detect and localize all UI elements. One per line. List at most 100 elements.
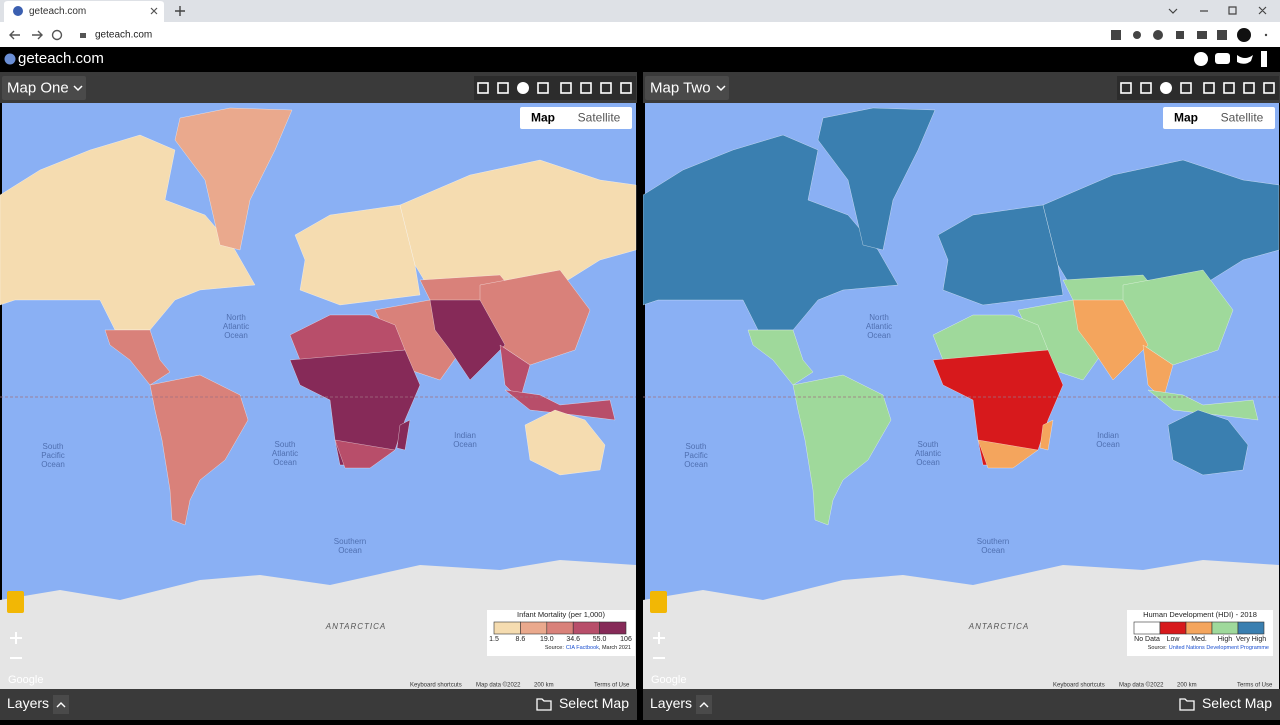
legend-label: 34.6 [566, 636, 580, 643]
layers-button[interactable]: Layers [650, 695, 692, 711]
legend-swatch [1159, 621, 1187, 635]
pegman[interactable] [7, 591, 24, 613]
zoom-controls[interactable] [10, 606, 22, 659]
tool-icon[interactable] [1263, 82, 1275, 94]
attribution: 200 km [1177, 683, 1197, 689]
ocean-label: Atlantic [272, 449, 298, 458]
ocean-label: Atlantic [223, 322, 249, 331]
tool-icon[interactable] [1120, 82, 1132, 94]
legend-swatch [493, 621, 521, 635]
continent-label: ANTARCTICA [968, 622, 1030, 631]
tool-icon[interactable] [1140, 82, 1152, 94]
ocean-label: Atlantic [915, 449, 941, 458]
legend-source: Source: United Nations Development Progra… [1148, 645, 1269, 651]
tool-icon[interactable] [620, 82, 632, 94]
attribution: Map data ©2022 [1119, 682, 1164, 689]
ocean-label: Ocean [224, 331, 248, 340]
social-icons[interactable] [1194, 51, 1267, 67]
tool-icon[interactable] [1203, 82, 1215, 94]
address-bar [0, 22, 1280, 47]
tool-icon[interactable] [580, 82, 592, 94]
ocean-label: Ocean [867, 331, 891, 340]
map: NorthAtlanticOceanSouthPacificOceanSouth… [0, 103, 637, 689]
lock-icon [80, 33, 86, 38]
extension-icons[interactable] [1111, 28, 1268, 42]
tool-icon[interactable] [517, 82, 529, 94]
map-select-button[interactable] [2, 76, 86, 100]
zoom-controls[interactable] [653, 606, 665, 659]
tool-icon[interactable] [1160, 82, 1172, 94]
legend-label: Low [1167, 636, 1181, 643]
attribution[interactable]: Keyboard shortcuts [1053, 683, 1105, 689]
ocean-label: Southern [977, 537, 1009, 546]
nav-buttons[interactable] [9, 30, 43, 40]
select-map-button[interactable]: Select Map [559, 695, 629, 711]
legend-swatch [599, 621, 627, 635]
reload[interactable] [51, 29, 63, 41]
source-link[interactable]: CIA Factbook [566, 645, 599, 651]
window-controls[interactable] [1168, 6, 1267, 15]
tool-icon[interactable] [537, 82, 549, 94]
country-region [0, 134, 256, 331]
ocean-label: Pacific [41, 451, 65, 460]
attribution[interactable]: Terms of Use [594, 683, 630, 689]
layers-button[interactable]: Layers [7, 695, 49, 711]
tool-icon[interactable] [497, 82, 509, 94]
country-region [396, 419, 411, 451]
attribution: Map data ©2022 [476, 682, 521, 689]
site-title[interactable]: geteach.com [18, 50, 104, 67]
legend-label: 1.5 [489, 636, 499, 643]
panel-footer [643, 689, 1280, 720]
tool-icon[interactable] [1223, 82, 1235, 94]
tool-icon[interactable] [1180, 82, 1192, 94]
ocean-label: Ocean [916, 458, 940, 467]
layers-toggle[interactable] [696, 695, 712, 714]
ocean-label: North [869, 313, 889, 322]
ocean-label: Ocean [453, 440, 477, 449]
ocean-label: Indian [1097, 431, 1119, 440]
country-region [149, 374, 249, 526]
favicon [13, 6, 23, 16]
source-link[interactable]: United Nations Development Programme [1169, 645, 1269, 651]
map-type-satellite[interactable]: Satellite [1221, 111, 1264, 125]
url[interactable]: geteach.com [95, 30, 152, 41]
new-tab[interactable] [175, 6, 185, 16]
map-select-button[interactable] [645, 76, 729, 100]
select-map-button[interactable]: Select Map [1202, 695, 1272, 711]
country-region [104, 329, 171, 386]
legend-label: Med. [1191, 636, 1207, 643]
ocean-label: South [43, 442, 64, 451]
legend-label: No Data [1134, 636, 1160, 643]
map-panel: Map Two North Atlantic Ocean South Pacific Oce… [642, 72, 1280, 720]
map-type-satellite[interactable]: Satellite [578, 111, 621, 125]
ocean-label: Indian [454, 431, 476, 440]
country-region [429, 299, 506, 381]
country-region [747, 329, 814, 386]
dropdown-icon [716, 85, 726, 92]
tab-close[interactable] [150, 7, 158, 15]
layers-toggle[interactable] [53, 695, 69, 714]
legend-label: 55.0 [593, 636, 607, 643]
tool-icon[interactable] [1243, 82, 1255, 94]
panel-title[interactable]: Map Two [650, 79, 711, 96]
map-type-map[interactable]: Map [531, 111, 555, 125]
google-logo: Google [651, 674, 686, 686]
attribution[interactable]: Keyboard shortcuts [410, 683, 462, 689]
tool-icon[interactable] [477, 82, 489, 94]
tab-bar [0, 0, 1280, 22]
folder-icon [1179, 698, 1195, 711]
map-type-map[interactable]: Map [1174, 111, 1198, 125]
ocean-label: South [918, 440, 939, 449]
country-region [334, 439, 396, 469]
ocean-label: Pacific [684, 451, 708, 460]
toolbar [1117, 76, 1279, 100]
legend-label: High [1218, 636, 1233, 643]
attribution[interactable]: Terms of Use [1237, 683, 1273, 689]
tool-icon[interactable] [600, 82, 612, 94]
tab[interactable] [4, 1, 164, 22]
tool-icon[interactable] [560, 82, 572, 94]
panel-title[interactable]: Map One [7, 79, 69, 96]
legend-label: 8.6 [516, 636, 526, 643]
pegman[interactable] [650, 591, 667, 613]
